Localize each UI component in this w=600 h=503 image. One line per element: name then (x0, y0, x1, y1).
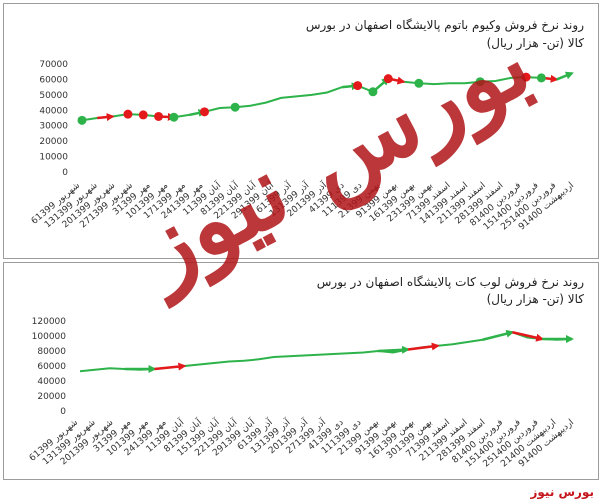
red-data-point (154, 111, 164, 121)
series-line (79, 331, 573, 373)
chart1-plot: 7000060000500004000030000200001000006شهر… (30, 60, 576, 232)
y-tick-label: 10000 (39, 153, 68, 163)
y-tick-label: 0 (62, 168, 68, 178)
y-tick-label: 120000 (32, 317, 67, 327)
green-data-point (368, 87, 378, 97)
y-tick-label: 20000 (39, 137, 68, 147)
chart2-plot: 1200001000008000060000400002000006شهریور… (28, 317, 576, 469)
chart2-title: روند نرخ فروش لوب کات پالایشگاه اصفهان د… (316, 275, 584, 289)
red-trend-arrow (512, 331, 545, 342)
red-trend-arrow (154, 362, 187, 371)
red-data-point (383, 74, 393, 84)
red-trend-arrow (97, 113, 115, 122)
green-data-point (475, 77, 485, 87)
y-tick-label: 60000 (37, 362, 66, 372)
green-trend-arrow (556, 71, 574, 81)
red-data-point (353, 81, 363, 91)
y-tick-label: 20000 (37, 392, 66, 402)
green-data-point (230, 102, 240, 112)
green-data-point (536, 73, 546, 83)
red-data-point (123, 109, 133, 119)
y-tick-label: 50000 (39, 91, 68, 101)
green-data-point (77, 115, 87, 125)
y-tick-label: 0 (60, 407, 66, 417)
chart2-subtitle: کالا (تن- هزار ریال) (486, 292, 584, 306)
y-tick-label: 100000 (32, 332, 67, 342)
red-data-point (138, 110, 148, 120)
chart1-title: روند نرخ فروش وکیوم باتوم پالایشگاه اصفه… (305, 18, 584, 32)
y-tick-label: 40000 (39, 106, 68, 116)
lube-cut-chart-panel: روند نرخ فروش لوب کات پالایشگاه اصفهان د… (3, 262, 599, 480)
red-data-point (521, 72, 531, 82)
red-trend-arrow (407, 342, 440, 351)
chart1-subtitle: کالا (تن- هزار ریال) (486, 36, 584, 50)
y-tick-label: 30000 (39, 122, 68, 132)
red-data-point (200, 107, 209, 117)
green-trend-arrow (378, 345, 410, 354)
y-tick-label: 80000 (37, 347, 66, 357)
green-trend-arrow (482, 329, 515, 341)
green-data-point (169, 112, 179, 122)
source-label: بورس نیوز (530, 485, 594, 499)
green-data-point (414, 78, 424, 88)
vacuum-bottom-chart-panel: روند نرخ فروش وکیوم باتوم پالایشگاه اصفه… (3, 3, 599, 259)
y-tick-label: 70000 (39, 60, 68, 70)
y-tick-label: 60000 (39, 75, 68, 85)
y-tick-label: 40000 (37, 377, 66, 387)
